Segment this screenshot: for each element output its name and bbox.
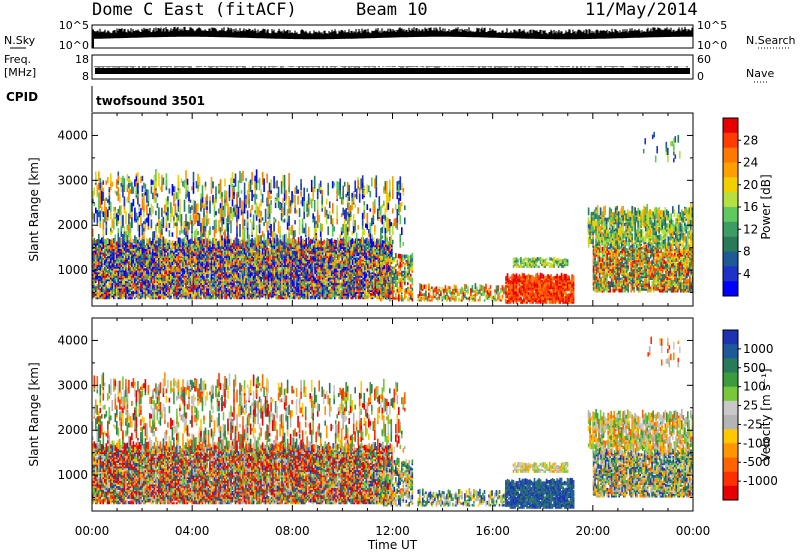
xtick-label: 16:00 [475,524,510,538]
freq-label: Freq. [4,53,31,66]
xtick-label: 00:00 [75,524,110,538]
power-colorbar-cell [723,148,738,163]
power-ytick-label: 2000 [57,218,88,232]
xtick-label: 12:00 [375,524,410,538]
power-colorbar-cell [723,207,738,222]
cpid-value: twofsound 3501 [96,94,205,108]
velocity-ytick-label: 2000 [57,423,88,437]
nave-label: Nave [746,67,774,80]
nsearch-label: N.Search [746,34,796,47]
nsky-trace [93,27,692,39]
xtick-label: 04:00 [175,524,210,538]
xtick-label: 20:00 [576,524,611,538]
power-colorbar-cell [723,163,738,178]
velocity-colorbar-cell [723,458,738,473]
velocity-ytick-label: 1000 [57,468,88,482]
freq-tick-high: 18 [75,53,89,66]
power-ytick-label: 3000 [57,173,88,187]
power-colorbar-label: 16 [743,200,758,214]
velocity-colorbar-cell [723,344,738,359]
power-colorbar-label: 4 [743,267,751,281]
power-colorbar-label: 20 [743,178,758,192]
velocity-colorbar-label: -1000 [743,474,778,488]
velocity-colorbar-cell [723,443,738,458]
power-colorbar-cell [723,266,738,281]
power-colorbar-label: 24 [743,156,758,170]
power-colorbar-label: 28 [743,133,758,147]
power-colorbar-label: 12 [743,222,758,236]
velocity-colorbar-cell [723,387,738,402]
power-colorbar-cell [723,281,738,296]
xlabel: Time UT [367,538,418,552]
velocity-ytick-label: 4000 [57,333,88,347]
date-title: 11/May/2014 [585,0,698,20]
nave-trace [95,66,689,68]
velocity-colorbar-cell [723,429,738,444]
velocity-colorbar-label: 25 [743,399,758,413]
velocity-colorbar-cell [723,330,738,345]
nsky-label: N.Sky [4,34,36,47]
power-ylabel: Slant Range [km] [27,157,41,261]
velocity-colorbar-cell [723,472,738,487]
velocity-colorbar-cell [723,401,738,416]
nave-tick-high: 60 [697,53,711,66]
velocity-colorbar-cell [723,358,738,373]
velocity-colorbar-title: Velocity [m s⁻¹] [759,368,773,461]
power-colorbar-cell [723,133,738,148]
station-title: Dome C East (fitACF) [92,0,297,20]
power-colorbar-label: 8 [743,245,751,259]
nsearch-tick-high: 10^5 [697,19,727,32]
nsky-tick-low: 10^0 [59,39,89,52]
power-colorbar-title: Power [dB] [759,174,773,239]
power-colorbar-cell [723,192,738,207]
power-colorbar-cell [723,237,738,252]
velocity-colorbar-cell [723,486,738,501]
nsky-tick-high: 10^5 [59,19,89,32]
power-ytick-label: 4000 [57,128,88,142]
power-colorbar-cell [723,252,738,267]
velocity-ytick-label: 3000 [57,378,88,392]
velocity-colorbar-cell [723,373,738,388]
power-colorbar-cell [723,222,738,237]
velocity-scatter [92,337,695,509]
freq-tick-low: 8 [82,70,89,83]
velocity-ylabel: Slant Range [km] [27,362,41,466]
power-colorbar-cell [723,177,738,192]
nave-tick-low: 0 [697,70,704,83]
velocity-colorbar-label: 1000 [743,342,774,356]
power-colorbar-cell [723,118,738,133]
freq-band [95,68,690,74]
xtick-label: 08:00 [275,524,310,538]
power-ytick-label: 1000 [57,263,88,277]
velocity-colorbar-cell [723,415,738,430]
freq-unit: [MHz] [4,66,36,79]
xtick-label: 00:00 [676,524,711,538]
beam-title: Beam 10 [356,0,428,20]
nsearch-tick-low: 10^0 [697,39,727,52]
cpid-label: CPID [6,90,38,104]
power-scatter [92,132,695,304]
